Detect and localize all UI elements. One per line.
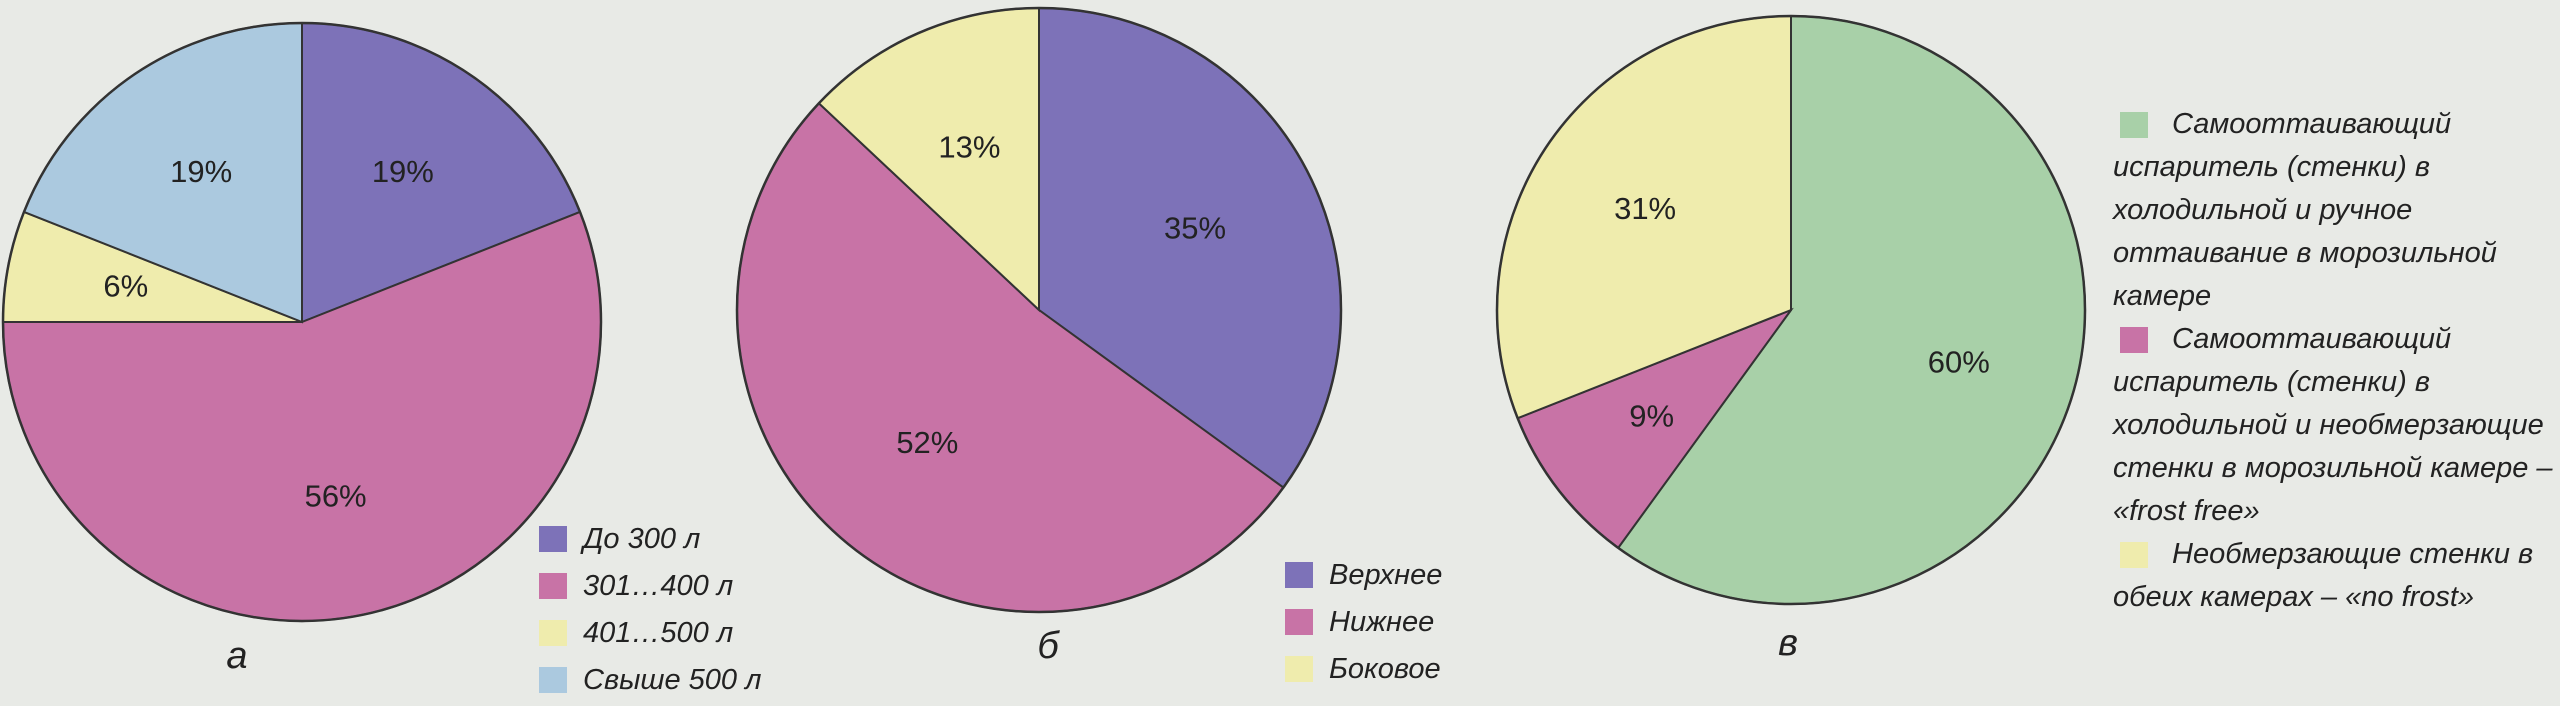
legend-item: До 300 л [539,516,761,563]
legend-label: Свыше 500 л [583,664,762,696]
pie-outline [1,21,603,623]
pie-title: в [1778,622,1798,664]
legend-label: Необмерзающие стенки в обеих камерах – «… [2113,538,2534,613]
legend-item: 301…400 л [539,563,761,610]
legend-item: Верхнее [1285,552,1442,599]
pie-title: б [1037,625,1060,667]
pie-outline [735,6,1343,614]
pie-outline [1495,14,2087,606]
value-label: 9% [1629,398,1674,433]
legend: Самооттаивающий испаритель (стенки) в хо… [2113,103,2553,619]
legend-swatch [539,620,567,646]
value-label: 31% [1614,191,1676,226]
legend-label: Нижнее [1329,606,1435,638]
value-label: 52% [896,425,958,460]
legend: Верхнее Нижнее Боковое [1285,552,1442,693]
legend-swatch [2120,112,2148,138]
legend-swatch [539,526,567,552]
pie-title: а [226,635,247,677]
legend-label: Боковое [1329,653,1441,685]
legend-item: Свыше 500 л [539,657,761,704]
legend-label: До 300 л [583,523,701,555]
value-label: 56% [305,478,367,513]
legend-swatch [539,667,567,693]
legend-label: Самооттаивающий испаритель (стенки) в хо… [2113,323,2553,527]
value-label: 19% [372,154,434,189]
legend-item: Боковое [1285,646,1442,693]
legend-item: Необмерзающие стенки в обеих камерах – «… [2113,533,2553,619]
value-label: 35% [1164,211,1226,246]
value-label: 60% [1928,345,1990,380]
legend-label: Верхнее [1329,559,1443,591]
legend-swatch [2120,542,2148,568]
legend-label: Самооттаивающий испаритель (стенки) в хо… [2113,108,2497,312]
value-label: 6% [103,269,148,304]
legend-item: Самооттаивающий испаритель (стенки) в хо… [2113,318,2553,533]
legend-swatch [2120,327,2148,353]
legend-item: 401…500 л [539,610,761,657]
legend-label: 401…500 л [583,617,734,649]
value-label: 19% [170,154,232,189]
legend-swatch [1285,656,1313,682]
legend: До 300 л 301…400 л 401…500 л Свыше 500 л [539,516,761,704]
legend-item: Самооттаивающий испаритель (стенки) в хо… [2113,103,2553,318]
legend-swatch [1285,562,1313,588]
legend-swatch [539,573,567,599]
value-label: 13% [938,129,1000,164]
legend-label: 301…400 л [583,570,734,602]
legend-swatch [1285,609,1313,635]
legend-item: Нижнее [1285,599,1442,646]
